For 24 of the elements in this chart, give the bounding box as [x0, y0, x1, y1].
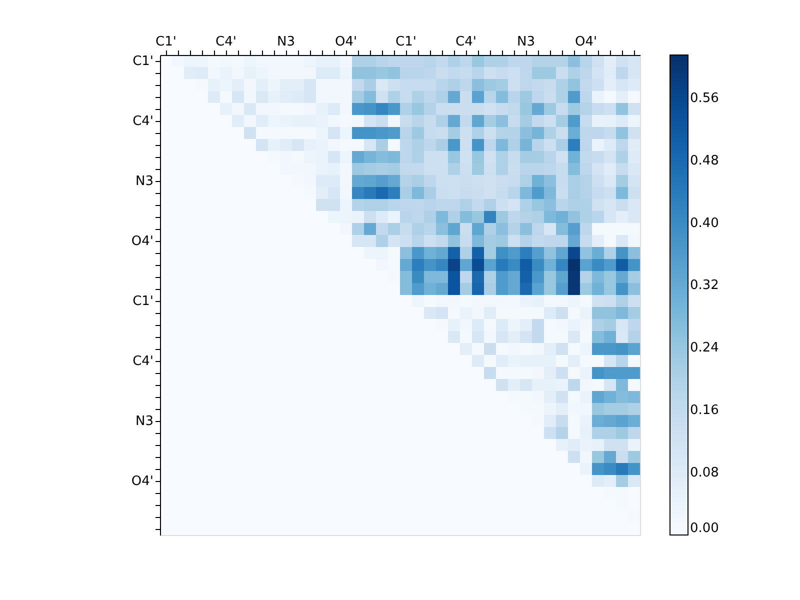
x-tick-label: C4'	[456, 34, 476, 50]
color-bar-label: 0.08	[690, 466, 719, 481]
x-tick-label: C1'	[156, 34, 176, 50]
x-tick-label: N3	[517, 34, 535, 50]
y-tick-label: O4'	[131, 474, 154, 489]
color-bar-label: 0.16	[690, 403, 719, 418]
y-tick-label: C1'	[132, 294, 154, 309]
y-tick-label: C1'	[132, 54, 154, 69]
y-tick-label: O4'	[131, 234, 154, 249]
color-bar-label: 0.40	[690, 216, 719, 231]
x-tick-label: C4'	[216, 34, 236, 50]
x-tick-label: O4'	[574, 34, 598, 50]
color-bar-label: 0.24	[690, 340, 719, 356]
color-bar-label: 0.48	[690, 153, 719, 168]
y-tick-label: C4'	[132, 114, 154, 129]
y-tick-label: N3	[136, 414, 154, 429]
y-tick-label: N3	[136, 174, 154, 189]
color-bar-label: 0.56	[690, 90, 719, 106]
x-tick-label: O4'	[334, 34, 358, 50]
x-tick-label: C1'	[396, 34, 416, 50]
x-tick-label: N3	[277, 34, 295, 50]
color-bar-label: 0.00	[690, 521, 719, 536]
color-bar-label: 0.32	[690, 278, 719, 294]
y-tick-label: C4'	[132, 354, 154, 369]
